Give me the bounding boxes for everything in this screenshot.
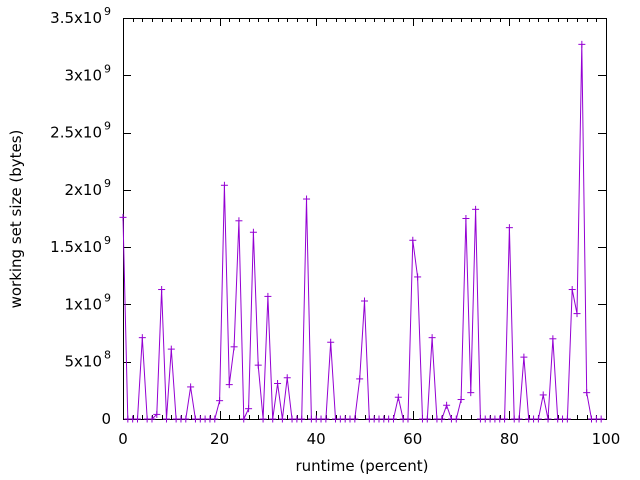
data-point: [254, 361, 262, 369]
data-point: [153, 410, 161, 418]
data-point: [182, 415, 190, 423]
data-point: [303, 195, 311, 203]
data-point: [457, 396, 465, 404]
data-point: [462, 215, 470, 222]
data-point: [534, 415, 542, 423]
data-point: [225, 381, 233, 389]
data-point: [505, 224, 513, 232]
data-point: [249, 228, 257, 236]
data-point: [148, 415, 156, 423]
data-point: [583, 389, 591, 397]
y-tick-label: 2x10 9: [64, 177, 111, 199]
x-tick-label: 80: [500, 430, 519, 448]
data-point: [264, 292, 272, 300]
data-point: [438, 415, 446, 423]
data-point: [467, 389, 475, 397]
data-point: [133, 415, 141, 423]
plot-frame: [123, 18, 607, 420]
data-point: [389, 415, 397, 423]
y-axis: 0 5x10 8 1x10 9 1.5x10 9 2x10 9 2.5x10 9 3x10 9 3.5x1…: [50, 5, 606, 428]
data-point: [428, 334, 436, 342]
x-tick-label: 60: [403, 430, 422, 448]
data-point: [230, 343, 238, 351]
data-point: [597, 415, 605, 423]
data-point: [220, 181, 228, 189]
data-point: [573, 310, 581, 318]
data-point: [119, 213, 127, 221]
x-tick-label: 0: [118, 430, 128, 448]
data-point: [409, 236, 417, 244]
x-axis-label: runtime (percent): [296, 457, 429, 475]
data-point: [404, 415, 412, 423]
data-point: [539, 391, 547, 399]
data-point: [138, 334, 146, 342]
data-point: [162, 415, 170, 423]
y-tick-label: 2.5x10 9: [50, 120, 111, 142]
data-point: [211, 415, 219, 423]
data-point: [298, 415, 306, 423]
data-point: [167, 345, 175, 353]
data-point: [327, 338, 335, 346]
y-axis-label: working set size (bytes): [7, 130, 25, 309]
data-point: [578, 40, 586, 48]
x-tick-label: 100: [592, 430, 621, 448]
data-point: [544, 415, 552, 423]
data-point: [520, 353, 528, 361]
data-point: [235, 217, 243, 225]
data-point: [269, 415, 277, 423]
data-point: [356, 375, 364, 383]
x-axis: 0 20 40 60 80 100: [118, 18, 620, 448]
data-point: [240, 415, 248, 423]
data-point: [245, 405, 253, 413]
data-point: [563, 415, 571, 423]
data-point: [216, 397, 224, 405]
data-point: [158, 286, 166, 294]
data-point: [351, 415, 359, 423]
y-tick-label: 5x10 8: [64, 349, 111, 371]
x-tick-label: 40: [307, 430, 326, 448]
data-point: [322, 415, 330, 423]
data-point: [274, 379, 282, 387]
x-tick-label: 20: [210, 430, 229, 448]
data-point: [394, 393, 402, 401]
series-markers: [119, 40, 605, 423]
y-tick-label: 1x10 9: [64, 291, 111, 313]
y-tick-label: 3.5x10 9: [50, 5, 111, 27]
data-point: [278, 415, 286, 423]
data-point: [501, 415, 509, 423]
data-point: [472, 205, 480, 213]
data-point: [187, 383, 195, 391]
data-point: [549, 335, 557, 343]
y-tick-label: 3x10 9: [64, 62, 111, 84]
data-point: [259, 415, 267, 423]
data-point: [423, 415, 431, 423]
y-tick-label: 1.5x10 9: [50, 234, 111, 256]
y-tick-label: 0: [101, 410, 111, 428]
data-point: [443, 401, 451, 409]
data-point: [283, 374, 291, 382]
data-point: [515, 415, 523, 423]
series-line: [122, 44, 602, 420]
data-point: [414, 273, 422, 281]
data-point: [361, 297, 368, 305]
data-point: [568, 286, 576, 294]
data-point: [452, 415, 460, 423]
